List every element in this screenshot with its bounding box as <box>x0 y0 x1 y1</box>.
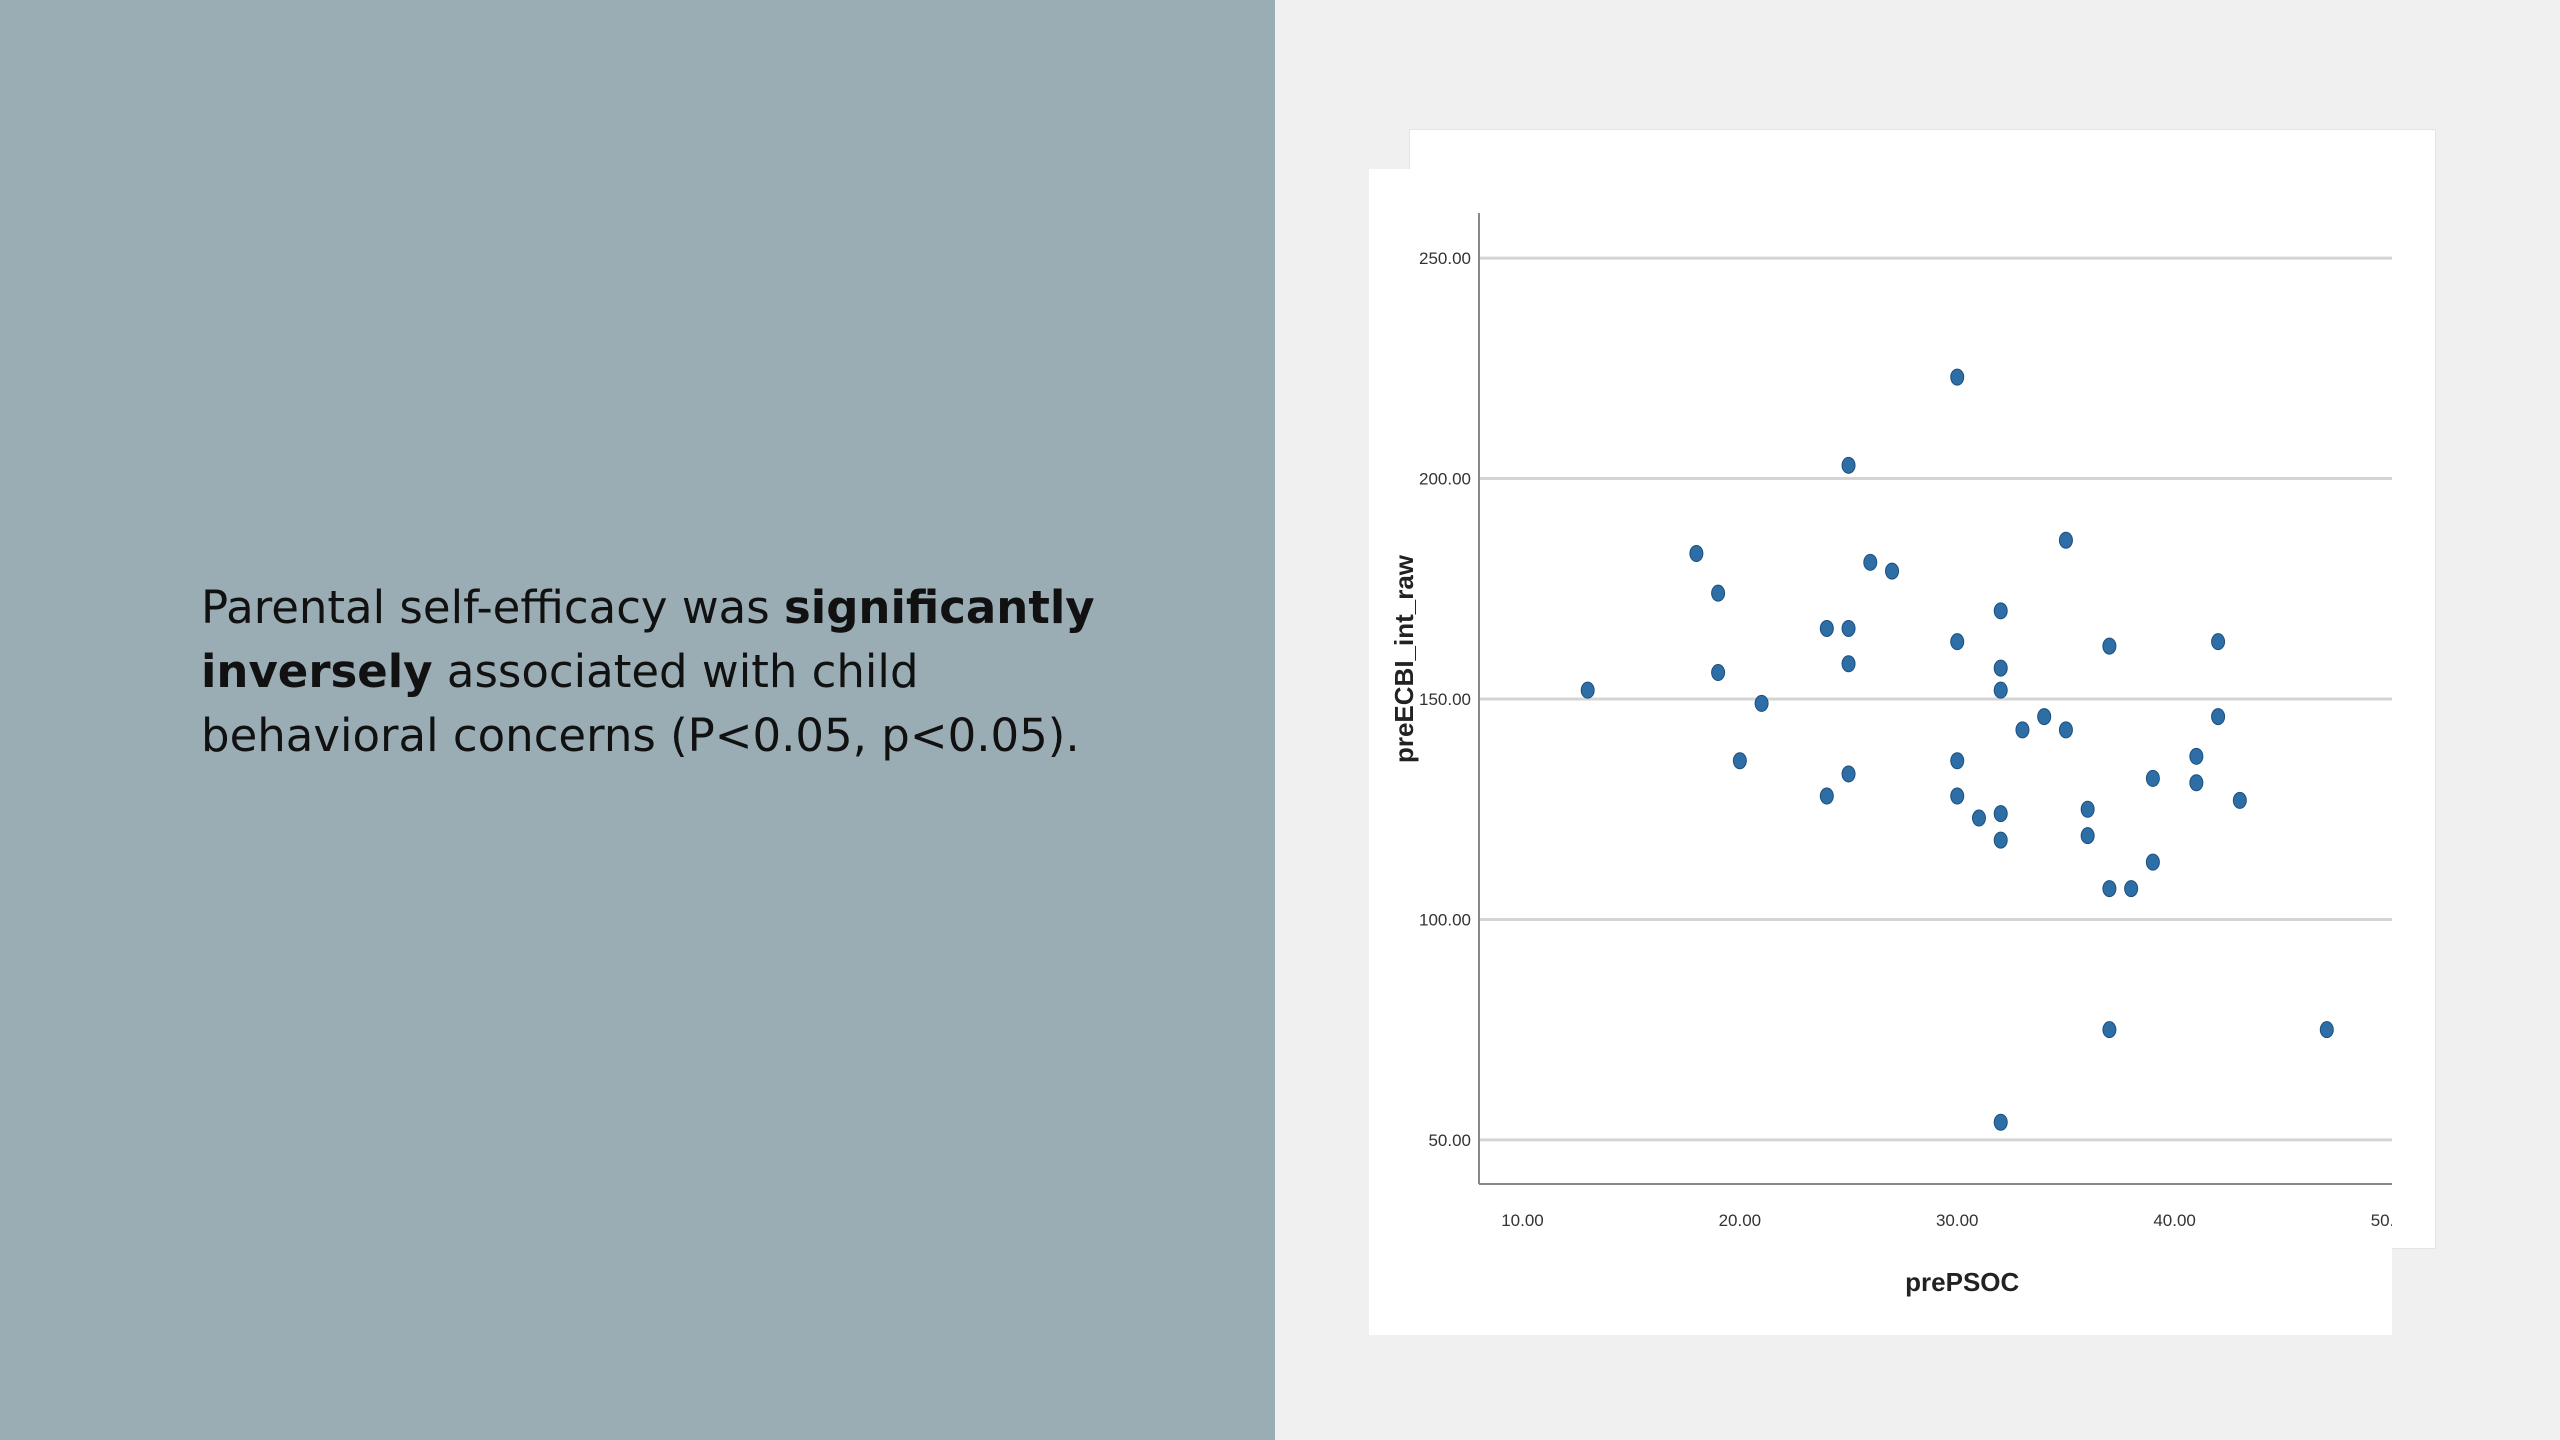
data-point-39 <box>2211 633 2226 651</box>
data-point-28 <box>2058 721 2073 739</box>
data-point-27 <box>2058 531 2073 549</box>
data-point-32 <box>2102 880 2117 898</box>
x-tick-label-0: 10.00 <box>1501 1211 1544 1230</box>
data-point-1 <box>1689 545 1704 562</box>
x-tick-label-2: 30.00 <box>1936 1211 1979 1230</box>
y-axis-title: preECBI_int_raw <box>1389 554 1419 763</box>
data-point-35 <box>2145 769 2160 787</box>
data-point-26 <box>2037 708 2052 726</box>
summary-text-part-1: Parental self-efficacy was <box>201 581 785 634</box>
y-tick-label-1: 100.00 <box>1419 910 1471 929</box>
summary-text: Parental self-efficacy was significantly… <box>201 576 1101 768</box>
data-point-29 <box>2080 800 2095 818</box>
data-point-37 <box>2189 747 2204 765</box>
data-point-24 <box>1993 1113 2008 1131</box>
x-axis-title: prePSOC <box>1905 1267 2019 1297</box>
data-point-17 <box>1950 787 1965 805</box>
data-point-25 <box>2015 721 2030 739</box>
data-point-10 <box>1841 655 1856 673</box>
data-point-2 <box>1711 584 1726 602</box>
data-point-34 <box>2124 880 2139 898</box>
data-point-8 <box>1841 456 1856 474</box>
y-tick-label-2: 150.00 <box>1419 690 1471 709</box>
scatter-chart: 50.00 100.00 150.00 200.00 250.00 10.00 20.00 3… <box>1369 169 2392 1335</box>
data-point-18 <box>1971 809 1986 827</box>
data-point-20 <box>1993 659 2008 677</box>
data-point-21 <box>1993 681 2008 699</box>
data-point-6 <box>1819 619 1834 637</box>
data-point-15 <box>1950 633 1965 651</box>
y-tick-label-0: 50.00 <box>1428 1131 1471 1150</box>
data-point-0 <box>1580 681 1595 699</box>
y-tick-label-4: 250.00 <box>1419 249 1471 268</box>
data-point-36 <box>2145 853 2160 871</box>
data-point-30 <box>2080 827 2095 845</box>
data-point-19 <box>1993 602 2008 620</box>
data-point-13 <box>1885 562 1900 580</box>
chart-svg: 50.00 100.00 150.00 200.00 250.00 10.00 20.00 3… <box>1389 213 2392 1297</box>
summary-text-part-2: associated with child behavioral concern… <box>201 645 1080 762</box>
data-point-23 <box>1993 831 2008 849</box>
data-point-42 <box>2319 1021 2334 1039</box>
data-point-33 <box>2102 1021 2117 1039</box>
data-point-41 <box>2232 791 2247 809</box>
summary-bold-2: inversely <box>201 645 433 698</box>
data-point-38 <box>2189 774 2204 792</box>
data-point-31 <box>2102 637 2117 655</box>
data-point-11 <box>1841 765 1856 783</box>
data-point-7 <box>1819 787 1834 805</box>
x-tick-label-1: 20.00 <box>1719 1211 1762 1230</box>
x-tick-label-4: 50.00 <box>2371 1211 2392 1230</box>
data-point-14 <box>1950 368 1965 386</box>
data-point-4 <box>1732 752 1747 770</box>
data-point-12 <box>1863 553 1878 571</box>
data-point-5 <box>1754 694 1769 712</box>
data-point-40 <box>2211 708 2226 726</box>
y-tick-label-3: 200.00 <box>1419 470 1471 489</box>
summary-bold-1: significantly <box>784 581 1095 634</box>
left-panel: Parental self-efficacy was significantly… <box>0 0 1275 1440</box>
data-point-16 <box>1950 752 1965 770</box>
data-point-22 <box>1993 805 2008 823</box>
x-tick-label-3: 40.00 <box>2153 1211 2196 1230</box>
data-point-3 <box>1711 664 1726 682</box>
data-point-9 <box>1841 619 1856 637</box>
